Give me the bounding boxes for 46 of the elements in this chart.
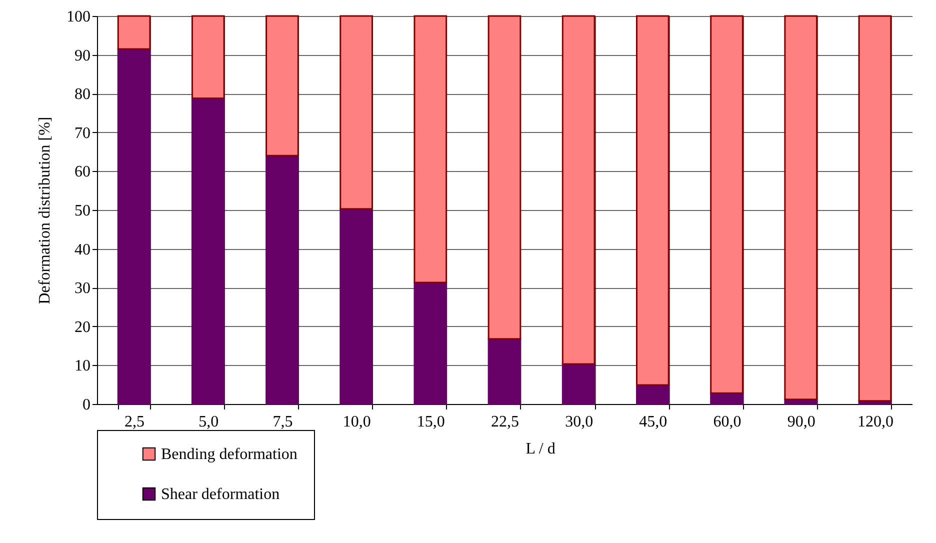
bar	[636, 384, 670, 405]
y-tick-label: 100	[66, 8, 90, 26]
x-tick-label: 45,0	[639, 414, 668, 430]
bar	[414, 282, 448, 405]
bar	[266, 154, 299, 405]
y-axis-title: Deformation distribution [%]	[36, 116, 54, 304]
bar	[858, 15, 892, 402]
y-tick-label: 90	[74, 47, 90, 64]
x-tick-label: 120,0	[857, 414, 894, 430]
legend-label: Bending deformation	[161, 446, 298, 463]
y-tick-label: 50	[74, 202, 90, 220]
x-tick-label: 60,0	[713, 414, 742, 430]
x-tick-label: 2,5	[124, 414, 145, 430]
bar	[784, 15, 818, 400]
bar	[488, 15, 522, 340]
bar	[488, 338, 522, 405]
x-tick-label: 30,0	[565, 414, 594, 430]
bar	[710, 392, 744, 405]
y-tick-label: 60	[74, 164, 90, 181]
x-tick-label: 5,0	[198, 414, 219, 430]
bar	[340, 208, 373, 405]
x-tick-label: 15,0	[416, 414, 445, 430]
y-tick-label: 0	[82, 396, 90, 414]
legend-label: Shear deformation	[161, 486, 280, 503]
bar	[636, 15, 670, 386]
bar	[191, 98, 225, 405]
x-tick-label: 22,5	[491, 414, 519, 430]
bar	[117, 15, 151, 50]
y-tick-label: 10	[74, 358, 90, 375]
bar	[414, 15, 448, 284]
x-tick-label: 7,5	[272, 414, 293, 430]
y-tick-label: 40	[74, 241, 90, 258]
bar	[117, 48, 151, 405]
y-tick-label: 70	[74, 124, 90, 142]
y-tick-label: 80	[74, 86, 90, 104]
x-tick-label: 10,0	[342, 414, 371, 430]
bar	[340, 15, 373, 210]
bar	[266, 15, 299, 156]
bar	[562, 15, 596, 365]
bar	[710, 15, 744, 394]
x-tick-label: 90,0	[787, 414, 816, 430]
y-tick-label: 20	[74, 318, 90, 336]
bar	[562, 363, 596, 405]
x-axis-title: L / d	[526, 440, 556, 458]
y-tick-label: 30	[74, 280, 90, 298]
bar	[191, 15, 225, 100]
